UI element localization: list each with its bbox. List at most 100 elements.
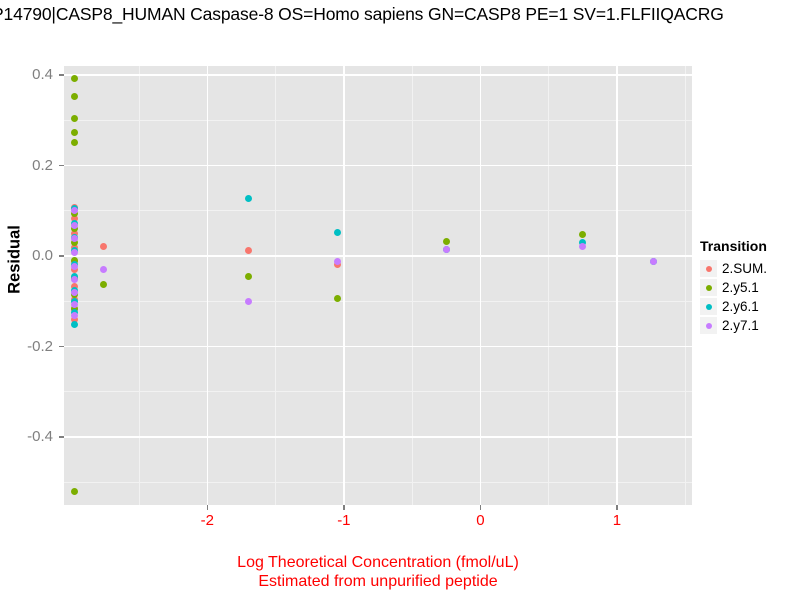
data-point [71, 75, 79, 83]
data-point [650, 258, 658, 265]
gridline-minor-vertical [684, 66, 686, 505]
x-tick-label: 0 [476, 512, 485, 529]
data-point [579, 239, 587, 246]
x-tick-mark [616, 505, 618, 510]
legend-item-label: 2.y5.1 [722, 280, 759, 295]
data-point [71, 304, 79, 312]
gridline-major-vertical [616, 66, 618, 505]
x-axis-label: Log Theoretical Concentration (fmol/uL) … [64, 553, 692, 591]
legend-dot-icon [705, 265, 712, 272]
data-point [100, 242, 108, 250]
data-point [71, 301, 79, 309]
data-point [71, 114, 79, 122]
data-point [442, 237, 450, 245]
gridline-major-horizontal [64, 164, 692, 167]
legend-item-label: 2.y7.1 [722, 318, 759, 333]
data-point [71, 229, 79, 237]
y-tick-label: 0.4 [32, 66, 53, 84]
data-point [71, 215, 79, 223]
data-point [71, 257, 79, 265]
legend-swatch-icon [700, 260, 717, 277]
legend-item-label: 2.y6.1 [722, 299, 759, 314]
data-point [71, 239, 79, 246]
plot-panel [64, 66, 692, 505]
data-point [71, 221, 79, 229]
gridline-minor-horizontal [64, 119, 692, 121]
legend-title: Transition [700, 238, 767, 254]
legend-swatch-icon [700, 298, 717, 315]
data-point [244, 194, 252, 202]
legend-item-2-y7-1[interactable]: 2.y7.1 [700, 316, 767, 335]
gridline-major-horizontal [64, 74, 692, 76]
data-point [71, 297, 79, 305]
data-point [100, 266, 108, 274]
gridline-major-vertical [479, 66, 482, 505]
legend-item-2-y6-1[interactable]: 2.y6.1 [700, 297, 767, 316]
data-point [244, 246, 252, 254]
x-tick-label: -2 [200, 512, 215, 529]
y-tick-label: -0.4 [27, 428, 53, 446]
data-point [333, 258, 341, 265]
gridline-minor-vertical [275, 66, 277, 505]
gridline-minor-vertical [548, 66, 550, 505]
data-point [71, 315, 79, 323]
y-tick-label: -0.2 [27, 337, 53, 355]
data-point [579, 242, 587, 250]
data-point [333, 229, 341, 237]
data-point [71, 262, 79, 270]
legend-swatch-icon [700, 317, 717, 334]
data-point [71, 225, 79, 233]
data-point [71, 288, 79, 296]
y-tick-mark [59, 345, 64, 348]
legend-item-label: 2.SUM. [722, 261, 768, 276]
data-point [71, 321, 79, 329]
gridline-minor-horizontal [64, 210, 692, 212]
data-point [71, 487, 79, 495]
data-point [71, 276, 79, 284]
legend-items: 2.SUM. 2.y5.1 2.y6.1 2.y7.1 [700, 259, 767, 335]
y-tick-mark [59, 255, 64, 257]
gridline-minor-horizontal [64, 391, 692, 393]
data-point [71, 129, 79, 137]
gridline-minor-horizontal [64, 300, 692, 302]
data-point [244, 297, 252, 305]
legend-swatch-icon [700, 279, 717, 296]
x-tick-mark [479, 505, 482, 510]
gridline-major-horizontal [64, 436, 692, 438]
legend-dot-icon [705, 284, 712, 291]
data-point [579, 231, 587, 239]
y-tick-label: 0.0 [32, 247, 53, 265]
gridline-major-vertical [206, 66, 209, 505]
gridline-minor-horizontal [64, 481, 692, 483]
legend: Transition 2.SUM. 2.y5.1 2.y6.1 2.y7.1 [700, 238, 767, 335]
y-tick-mark [59, 436, 64, 438]
plot-title-container: P14790|CASP8_HUMAN Caspase-8 OS=Homo sap… [0, 0, 800, 34]
data-point [71, 266, 79, 274]
data-point [71, 93, 79, 101]
x-tick-mark [206, 505, 209, 510]
legend-item-2-y5-1[interactable]: 2.y5.1 [700, 278, 767, 297]
data-point [71, 138, 79, 146]
gridline-major-vertical [343, 66, 345, 505]
gridline-minor-vertical [411, 66, 413, 505]
legend-dot-icon [705, 322, 712, 329]
y-tick-label: 0.2 [32, 156, 53, 174]
x-axis-label-line2: Estimated from unpurified peptide [258, 573, 498, 590]
data-point [100, 280, 108, 288]
gridline-major-horizontal [64, 345, 692, 348]
gridline-major-horizontal [64, 255, 692, 257]
data-point [442, 245, 450, 253]
data-point [71, 312, 79, 320]
data-point [71, 207, 79, 215]
data-point [71, 235, 79, 243]
x-tick-label: -1 [337, 512, 351, 529]
x-axis-label-line1: Log Theoretical Concentration (fmol/uL) [237, 554, 519, 571]
data-point [333, 294, 341, 302]
y-tick-mark [59, 164, 64, 167]
data-point [71, 243, 79, 251]
legend-item-2-sum-[interactable]: 2.SUM. [700, 259, 767, 278]
y-tick-mark [59, 74, 64, 76]
page-title: P14790|CASP8_HUMAN Caspase-8 OS=Homo sap… [0, 4, 724, 24]
x-tick-mark [343, 505, 345, 510]
